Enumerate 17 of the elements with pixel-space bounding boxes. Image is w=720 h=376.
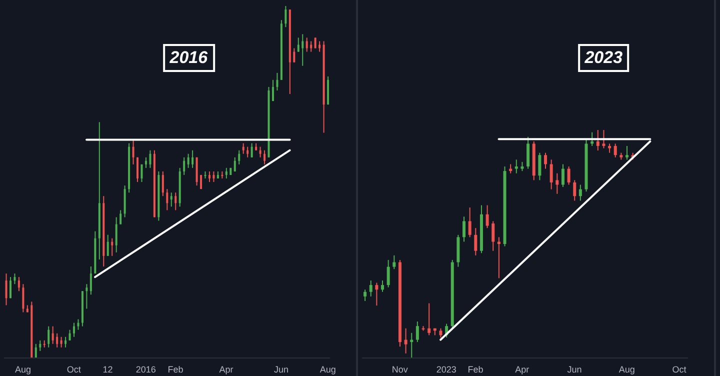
x-tick-label: Aug <box>618 364 635 374</box>
x-tick-label: Oct <box>672 364 687 374</box>
x-tick-label: Feb <box>168 364 184 374</box>
text: 2016 <box>162 44 215 72</box>
x-tick-label: Oct <box>66 364 82 374</box>
x-tick-label: Nov <box>392 364 408 374</box>
x-tick-label: Feb <box>468 364 484 374</box>
x-tick-label: Aug <box>15 364 32 374</box>
x-tick-label: 2023 <box>436 364 456 374</box>
x-tick-label: Jun <box>274 364 289 374</box>
x-tick-label: Jun <box>567 364 582 374</box>
x-tick-label: 2016 <box>136 364 156 374</box>
x-tick-label: Aug <box>320 364 336 374</box>
x-tick-label: 12 <box>102 364 113 374</box>
chart-title: 2023 <box>578 44 630 72</box>
x-tick-label: Apr <box>515 364 530 374</box>
x-tick-label: Apr <box>219 364 234 374</box>
